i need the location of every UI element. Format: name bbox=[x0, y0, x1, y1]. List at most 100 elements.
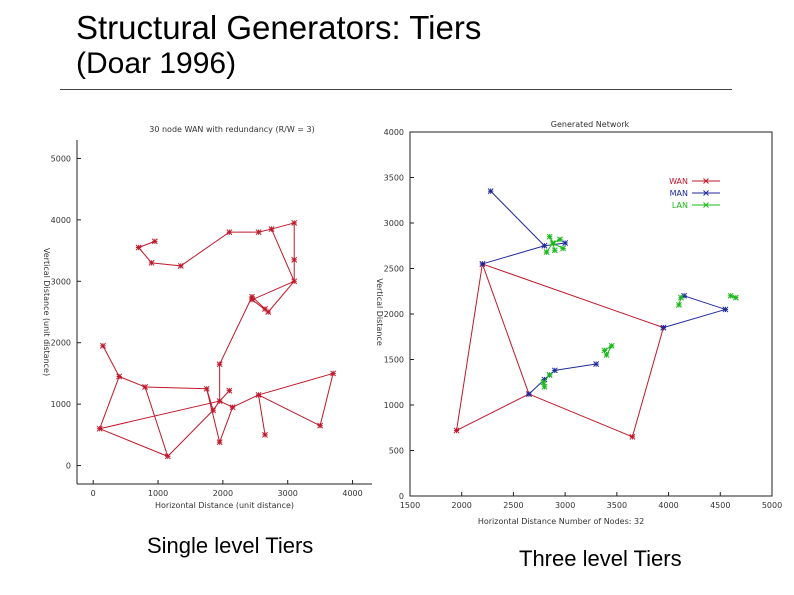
title-divider bbox=[60, 89, 732, 90]
wan-edge bbox=[456, 393, 530, 431]
wan-edge bbox=[481, 263, 530, 395]
y-axis-label: Vertical Distance (unit distance) bbox=[42, 248, 51, 376]
lan-node bbox=[546, 233, 553, 240]
network-node bbox=[255, 391, 262, 398]
network-node bbox=[291, 219, 298, 226]
wan-edge bbox=[482, 263, 664, 329]
network-node bbox=[229, 404, 236, 411]
network-node bbox=[210, 407, 217, 414]
caption-three-level: Three level Tiers bbox=[519, 546, 682, 571]
network-node bbox=[291, 256, 298, 263]
x-axis-label: Horizontal Distance Number of Nodes: 32 bbox=[478, 517, 644, 526]
x-tick-label: 0 bbox=[91, 489, 96, 498]
chart-title: Generated Network bbox=[551, 120, 630, 129]
lan-node bbox=[601, 347, 608, 354]
lan-node bbox=[603, 351, 610, 358]
network-node bbox=[330, 370, 337, 377]
x-tick-label: 2000 bbox=[452, 501, 472, 510]
lan-node bbox=[541, 383, 548, 390]
wan-edge bbox=[631, 327, 664, 437]
y-tick-label: 3500 bbox=[384, 174, 404, 183]
network-edge bbox=[151, 262, 181, 267]
network-edge bbox=[167, 409, 214, 457]
network-node bbox=[135, 244, 142, 251]
lan-node bbox=[560, 245, 567, 252]
lan-node bbox=[543, 249, 550, 256]
x-tick-label: 1000 bbox=[148, 489, 168, 498]
network-node bbox=[99, 342, 106, 349]
y-tick-label: 3000 bbox=[384, 219, 404, 228]
x-tick-label: 1500 bbox=[400, 501, 420, 510]
man-node bbox=[593, 361, 600, 368]
y-tick-label: 0 bbox=[66, 462, 71, 471]
network-node bbox=[151, 238, 158, 245]
network-edge bbox=[138, 240, 155, 248]
network-edge bbox=[144, 386, 169, 457]
network-edge bbox=[319, 373, 334, 426]
network-node bbox=[216, 398, 223, 405]
x-tick-label: 2000 bbox=[213, 489, 233, 498]
x-tick-label: 5000 bbox=[762, 501, 782, 510]
network-node bbox=[255, 229, 262, 236]
network-node bbox=[148, 259, 155, 266]
legend-label: MAN bbox=[670, 189, 688, 198]
man-node bbox=[562, 240, 569, 246]
lan-node bbox=[546, 372, 553, 378]
network-edge bbox=[271, 228, 295, 282]
network-edge bbox=[267, 280, 295, 313]
network-node bbox=[226, 229, 233, 236]
y-tick-label: 1000 bbox=[384, 401, 404, 410]
wan-node bbox=[453, 427, 460, 434]
slide-subtitle: (Doar 1996) bbox=[76, 47, 237, 80]
x-tick-label: 2500 bbox=[503, 501, 523, 510]
legend-marker bbox=[703, 178, 709, 184]
y-tick-label: 500 bbox=[389, 447, 404, 456]
x-tick-label: 4500 bbox=[710, 501, 730, 510]
network-node bbox=[249, 296, 256, 303]
wan-node bbox=[629, 433, 636, 440]
y-tick-label: 5000 bbox=[51, 154, 71, 163]
man-edge bbox=[683, 295, 726, 310]
network-edge bbox=[232, 394, 259, 408]
man-node bbox=[479, 260, 486, 267]
x-tick-label: 3000 bbox=[278, 489, 298, 498]
man-edge bbox=[663, 308, 726, 329]
y-axis-label: Vertical Distance bbox=[375, 278, 384, 346]
man-node bbox=[525, 391, 532, 398]
man-edge bbox=[554, 363, 597, 371]
network-node bbox=[317, 422, 324, 429]
x-tick-label: 4000 bbox=[342, 489, 362, 498]
network-edge bbox=[258, 372, 334, 396]
lan-node bbox=[608, 342, 615, 349]
wan-edge bbox=[456, 263, 483, 431]
network-edge bbox=[219, 400, 233, 408]
legend-marker bbox=[703, 190, 709, 196]
network-node bbox=[262, 431, 268, 438]
network-edge bbox=[258, 394, 321, 427]
network-node bbox=[142, 383, 149, 390]
legend-marker bbox=[703, 202, 709, 208]
y-tick-label: 2500 bbox=[384, 265, 404, 274]
man-node bbox=[487, 188, 494, 195]
network-edge bbox=[99, 400, 220, 430]
network-edge bbox=[180, 231, 230, 267]
network-node bbox=[177, 262, 184, 269]
lan-node bbox=[727, 292, 734, 299]
legend-label: LAN bbox=[672, 201, 688, 210]
network-edge bbox=[99, 428, 168, 457]
network-edge bbox=[145, 386, 207, 390]
lan-node bbox=[549, 240, 556, 246]
network-edge bbox=[258, 228, 272, 233]
y-tick-label: 1000 bbox=[51, 400, 71, 409]
wan-edge bbox=[528, 393, 633, 438]
y-tick-label: 2000 bbox=[51, 339, 71, 348]
network-edge bbox=[99, 376, 120, 429]
lan-edge bbox=[552, 242, 564, 249]
network-edge bbox=[118, 376, 146, 388]
chart-title: 30 node WAN with redundancy (R/W = 3) bbox=[149, 125, 314, 134]
network-edge bbox=[219, 407, 234, 443]
man-edge bbox=[482, 245, 545, 265]
y-tick-label: 3000 bbox=[51, 277, 71, 286]
man-edge bbox=[490, 190, 545, 247]
x-tick-label: 4000 bbox=[658, 501, 678, 510]
